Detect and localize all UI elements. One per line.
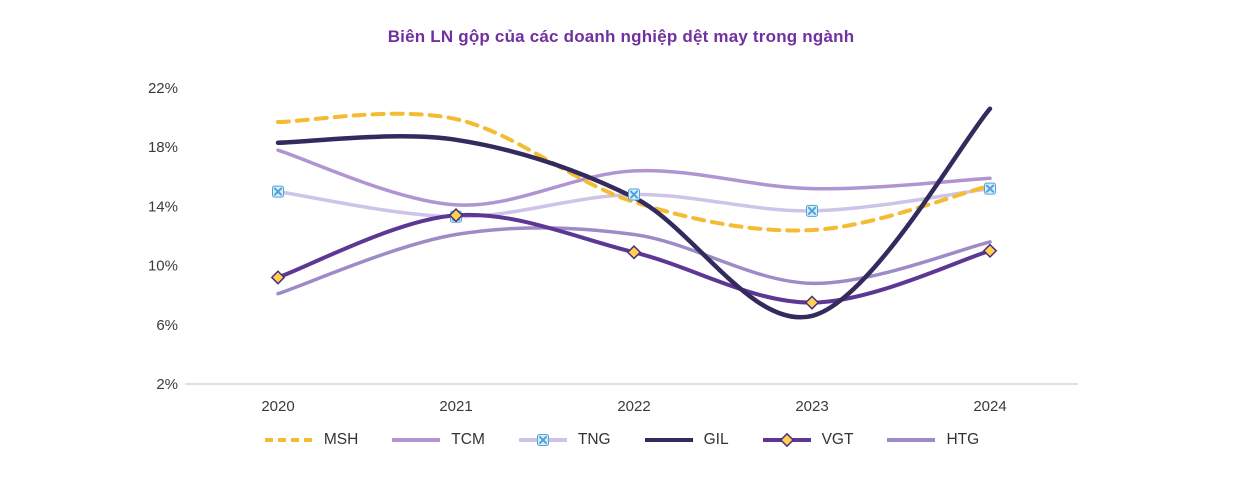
legend-label-htg: HTG xyxy=(946,431,980,448)
legend-item-vgt: VGT xyxy=(761,431,854,449)
series-tng-marker-x xyxy=(807,206,817,215)
series-line-gil xyxy=(275,106,993,320)
series-vgt-marker xyxy=(982,243,998,259)
x-tick-label: 2023 xyxy=(795,398,828,415)
y-tick-label: 6% xyxy=(156,317,178,334)
legend-item-tcm: TCM xyxy=(390,431,485,449)
series-tng-marker-x xyxy=(273,187,283,196)
legend-label-tcm: TCM xyxy=(451,431,485,448)
chart-title: Biên LN gộp của các doanh nghiệp dệt may… xyxy=(387,27,855,46)
legend-label-tng: TNG xyxy=(577,431,611,448)
series-tng-marker-x xyxy=(629,190,639,199)
legend-swatch-htg xyxy=(887,438,936,442)
series-vgt-marker xyxy=(270,270,286,285)
y-tick-label: 22% xyxy=(148,80,178,97)
y-tick-label: 10% xyxy=(148,258,178,275)
series-vgt-marker xyxy=(804,295,820,310)
x-tick-label: 2022 xyxy=(617,398,650,415)
series-line-htg xyxy=(276,226,992,296)
y-tick-label: 18% xyxy=(148,139,178,156)
legend-swatch-tng xyxy=(518,434,567,446)
legend-label-msh: MSH xyxy=(323,431,359,448)
legend-swatch-msh xyxy=(264,438,313,442)
series-vgt-marker xyxy=(626,245,642,260)
legend-tng-marker-x xyxy=(538,435,547,445)
legend-item-tng: TNG xyxy=(517,431,611,449)
legend-vgt-marker xyxy=(779,432,794,448)
chart-legend: MSH TCM TNG GIL VGT HTG xyxy=(0,431,1242,449)
x-tick-label: 2020 xyxy=(261,398,294,415)
series-vgt-marker xyxy=(448,208,464,223)
series-line-tcm xyxy=(276,148,992,207)
y-tick-label: 14% xyxy=(148,198,178,215)
x-tick-label: 2021 xyxy=(439,398,472,415)
legend-item-gil: GIL xyxy=(643,431,729,449)
legend-swatch-gil xyxy=(644,438,693,442)
series-tng-marker-x xyxy=(985,184,995,193)
legend-item-htg: HTG xyxy=(885,431,979,449)
x-tick-label: 2024 xyxy=(973,398,1006,415)
legend-label-gil: GIL xyxy=(703,431,729,448)
series-line-msh xyxy=(276,111,992,233)
legend-item-msh: MSH xyxy=(263,431,358,449)
y-tick-label: 2% xyxy=(156,376,178,393)
legend-swatch-vgt xyxy=(762,432,811,448)
legend-label-vgt: VGT xyxy=(821,431,854,448)
legend-swatch-tcm xyxy=(392,438,441,442)
